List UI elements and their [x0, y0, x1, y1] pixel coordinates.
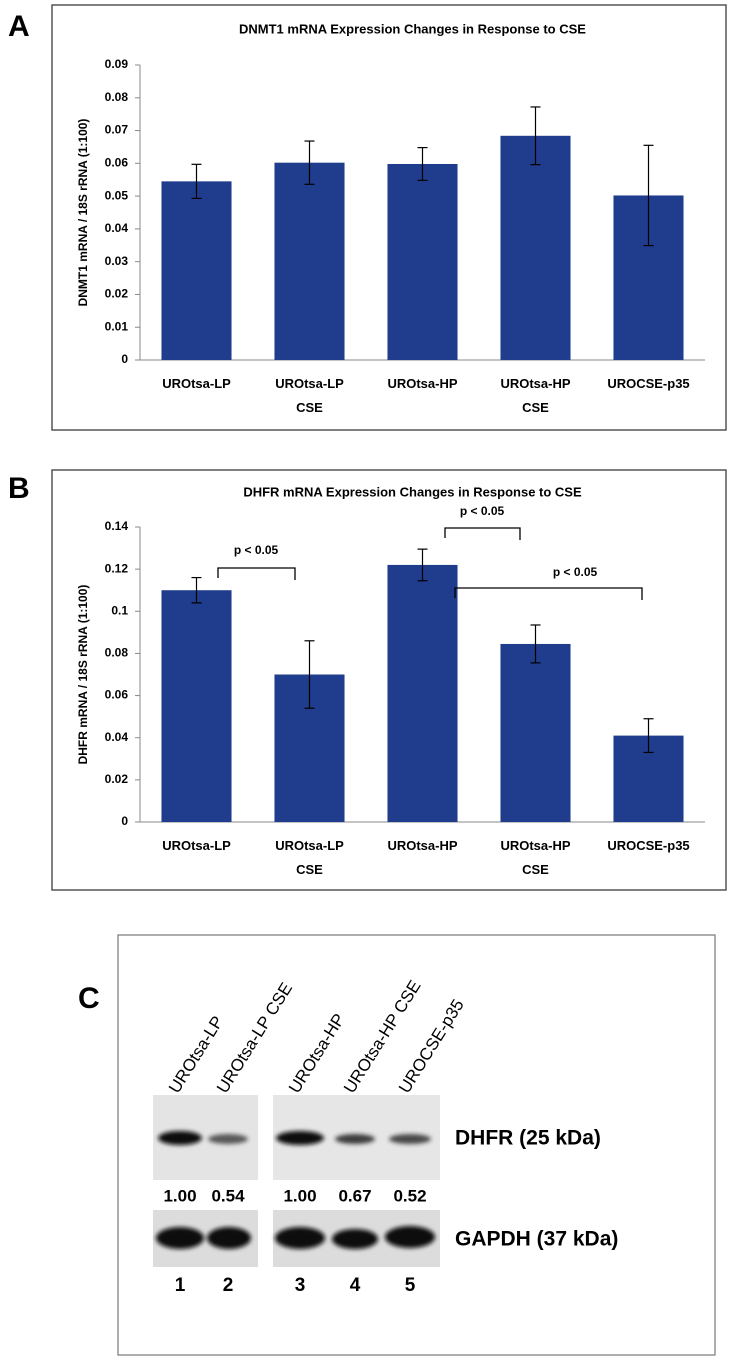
bar [500, 135, 571, 360]
x-tick-label-box: UROCSE-p35 [607, 376, 690, 391]
lane-number: 5 [405, 1275, 416, 1296]
y-tick-label: 0.07 [105, 123, 129, 137]
x-tick-label: UROtsa-HP [387, 376, 458, 391]
y-tick-label: 0.06 [105, 156, 129, 170]
band-ratio: 0.52 [393, 1186, 426, 1205]
panel-frame [51, 4, 727, 431]
x-tick-label: UROtsa-LP [162, 376, 231, 391]
chart-title: DHFR mRNA Expression Changes in Response… [243, 484, 582, 499]
band-ratio: 1.00 [283, 1186, 316, 1205]
panel-label: A [8, 10, 30, 43]
lane-number: 4 [350, 1275, 361, 1296]
panel-label: C [78, 982, 100, 1015]
significance-bracket [444, 527, 521, 540]
x-tick-label-box: UROtsa-LP [162, 838, 231, 853]
y-tick-label: 0.08 [105, 646, 129, 660]
band [385, 1226, 435, 1248]
band [332, 1229, 378, 1249]
y-tick-label: 0.05 [105, 188, 129, 202]
x-tick-label: UROtsa-LP [162, 838, 231, 853]
y-tick-label: 0.03 [105, 254, 129, 268]
blot-label: DHFR (25 kDa) [455, 1127, 601, 1150]
panel-frame [117, 934, 716, 1356]
bands [156, 1131, 435, 1249]
band [158, 1131, 202, 1145]
band-ratio: 0.54 [211, 1186, 245, 1205]
y-tick-label: 0.02 [105, 287, 129, 301]
x-tick-label-box: UROtsa-LP CSE [275, 376, 344, 415]
x-tick-label-box: UROtsa-HP CSE [500, 376, 571, 415]
annotation: p < 0.05 [234, 543, 279, 557]
x-tick-label-box: UROtsa-LP [162, 376, 231, 391]
band [207, 1227, 251, 1249]
y-tick-label: 0 [121, 352, 128, 366]
band [335, 1134, 375, 1144]
annotation: p < 0.05 [460, 504, 505, 518]
lane-number: 2 [223, 1275, 234, 1296]
x-tick-label: UROtsa-LP CSE [275, 376, 344, 415]
x-tick-label-box: UROtsa-HP [387, 376, 458, 391]
significance-bracket [217, 567, 296, 580]
y-axis-label: DHFR mRNA / 18S rRNA (1:100) [76, 585, 90, 765]
panel-label: B [8, 472, 30, 505]
y-tick-label: 0.12 [105, 561, 129, 575]
lane-number: 3 [295, 1275, 306, 1296]
band [276, 1131, 324, 1145]
bar [387, 163, 458, 360]
y-axis-label: DNMT1 mRNA / 18S rRNA (1:100) [76, 119, 90, 307]
y-tick-label: 0.1 [111, 603, 128, 617]
lane-number: 1 [175, 1275, 186, 1296]
x-tick-label: UROCSE-p35 [607, 838, 690, 853]
lane-label: UROtsa-LP CSE [213, 979, 296, 1096]
band [208, 1134, 248, 1144]
lane-label: UROtsa-HP [285, 1010, 349, 1096]
y-tick-label: 0.02 [105, 772, 129, 786]
x-tick-label: UROtsa-HP [387, 838, 458, 853]
x-tick-label: UROtsa-HP CSE [500, 376, 571, 415]
y-tick-label: 0.04 [105, 221, 129, 235]
y-tick-label: 0.08 [105, 90, 129, 104]
y-tick-label: 0.06 [105, 688, 129, 702]
y-tick-label: 0.01 [105, 319, 129, 333]
x-tick-label: UROCSE-p35 [607, 376, 690, 391]
x-tick-label-box: UROtsa-LP CSE [275, 838, 344, 877]
chart-title: DNMT1 mRNA Expression Changes in Respons… [239, 21, 586, 36]
x-tick-label-box: UROCSE-p35 [607, 838, 690, 853]
bar [161, 590, 232, 822]
bar [274, 162, 345, 360]
band [389, 1134, 431, 1144]
x-tick-label-box: UROtsa-HP [387, 838, 458, 853]
band [156, 1227, 204, 1249]
y-tick-label: 0.09 [105, 57, 129, 71]
y-tick-label: 0.14 [105, 519, 129, 533]
significance-bracket [454, 587, 643, 600]
blot-label: GAPDH (37 kDa) [455, 1228, 618, 1251]
x-tick-label: UROtsa-HP CSE [500, 838, 571, 877]
bar [387, 564, 458, 822]
y-tick-label: 0.04 [105, 730, 129, 744]
bar [161, 181, 232, 360]
band [275, 1227, 325, 1249]
bar [500, 643, 571, 822]
band-ratio: 0.67 [338, 1186, 371, 1205]
x-tick-label-box: UROtsa-HP CSE [500, 838, 571, 877]
x-tick-label: UROtsa-LP CSE [275, 838, 344, 877]
y-tick-label: 0 [121, 814, 128, 828]
panel-frame [51, 469, 727, 891]
annotation: p < 0.05 [553, 565, 598, 579]
band-ratio: 1.00 [163, 1186, 196, 1205]
